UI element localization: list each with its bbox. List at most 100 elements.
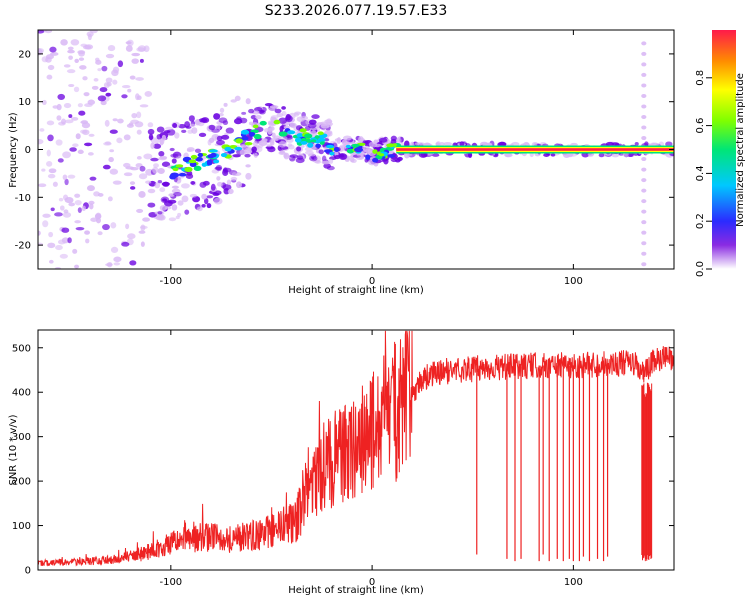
spectral-speckle [55,245,63,251]
spectral-peak [278,131,288,137]
spectral-speckle [216,135,223,141]
spectral-speckle [245,172,252,180]
spectral-peak [190,154,198,160]
spectral-peak [329,151,335,156]
spectral-speckle [117,60,124,68]
spectral-speckle [74,58,80,63]
spectral-speckle [129,260,137,266]
y-tick-label: 200 [12,477,31,488]
spectral-peak [345,144,351,149]
spectral-speckle [136,129,142,135]
spectral-speckle [326,118,332,125]
spectral-peak [172,167,179,172]
spectral-peak [206,159,212,165]
spectral-speckle [154,182,161,189]
spectral-speckle [157,167,165,174]
spectral-speckle [93,191,100,197]
spectral-peak [315,143,321,148]
spectral-speckle [162,198,168,202]
spectral-speckle [239,117,248,124]
colorbar-tick-label: 0.2 [695,213,706,229]
spectral-peak [294,137,302,143]
spectral-speckle [140,224,146,232]
spectral-speckle [258,140,268,147]
spectral-speckle [269,106,276,112]
spectral-speckle [181,195,189,203]
spectral-speckle [186,147,195,152]
spectral-speckle [168,217,177,222]
spectral-speckle [150,137,160,144]
spectral-speckle [216,181,223,187]
spectral-speckle [171,185,179,189]
spectral-peak [248,131,256,137]
spectral-speckle [281,110,287,116]
spectral-speckle [245,164,251,168]
spectral-peak [235,138,243,144]
spectral-speckle [396,137,402,144]
y-tick-label: 0 [25,566,31,577]
spectral-speckle [184,209,190,215]
spectral-speckle [307,122,317,129]
spectral-speckle [104,119,110,127]
spectral-speckle [38,183,47,188]
spectral-speckle [276,113,284,118]
spectral-speckle [47,242,56,249]
spectral-speckle [87,99,96,105]
spectral-speckle [230,176,238,181]
spectral-peak [234,146,243,151]
spectral-speckle [627,152,634,158]
spectral-peak [240,129,250,135]
spectral-speckle [62,174,68,181]
spectral-speckle [218,117,228,124]
spectral-speckle [73,86,80,93]
spectral-speckle [54,266,62,269]
spectral-peak [300,140,308,145]
spectral-speckle [68,83,75,88]
spectral-speckle [194,148,202,154]
spectral-speckle [397,156,403,161]
spectral-speckle [105,92,112,97]
spectral-speckle [102,164,111,170]
spectral-speckle [443,141,453,146]
spectral-peak [273,119,281,125]
spectral-speckle [136,111,142,119]
spectral-speckle [468,152,473,158]
spectral-speckle [253,152,258,158]
spectral-speckle [117,118,124,124]
spectral-speckle [49,46,57,53]
spectral-speckle [215,164,223,172]
y-tick-label: -10 [15,193,31,204]
spectral-speckle [68,114,73,119]
spectral-speckle [439,141,445,147]
snr-panel [38,330,674,567]
spectral-speckle [106,82,112,87]
spectral-peak [195,157,203,162]
spectral-speckle [216,176,221,181]
spectral-speckle [59,205,65,211]
spectral-peak [207,154,215,159]
artifact-speckle [641,230,647,235]
spectral-speckle [74,193,81,198]
x-tick-label: 100 [564,276,583,287]
spectral-speckle [320,123,330,129]
spectral-speckle [252,141,258,147]
spectral-peak [351,143,360,148]
colorbar-tick-label: 0.0 [695,261,706,277]
spectral-speckle [68,55,73,60]
spectral-speckle [241,111,247,115]
artifact-speckle [641,167,647,172]
spectral-speckle [213,197,223,205]
spectral-speckle [125,166,134,170]
spectral-speckle [274,108,282,114]
spectral-speckle [279,125,284,133]
spectral-speckle [57,239,66,245]
spectral-peak [224,146,232,152]
spectral-speckle [339,154,345,158]
spectral-peak [304,133,313,139]
spectral-speckle [136,47,146,52]
spectral-speckle [216,139,225,146]
spectral-speckle [68,202,76,207]
spectral-speckle [226,179,232,186]
spectral-speckle [390,135,397,142]
spectral-speckle [61,118,66,125]
